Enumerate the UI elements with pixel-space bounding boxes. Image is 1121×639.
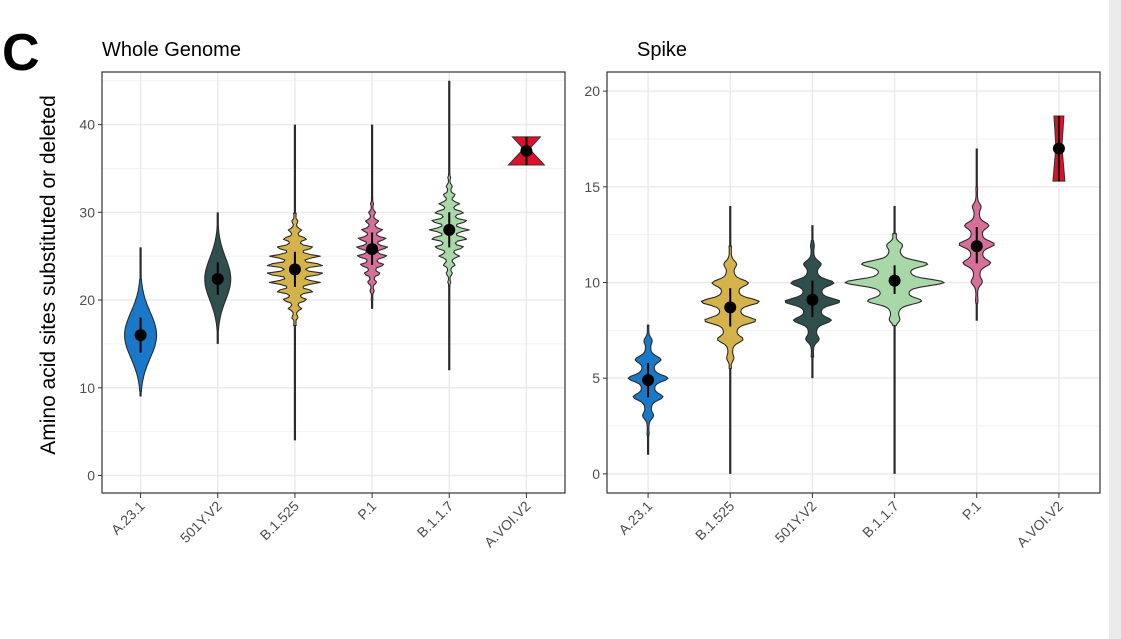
x-tick-label: A.VOI.V2 bbox=[1013, 498, 1066, 551]
violin-b-1-525 bbox=[266, 124, 324, 441]
violin-501y-v2 bbox=[784, 225, 841, 379]
x-tick-label: B.1.1.7 bbox=[414, 498, 457, 541]
mean-point bbox=[970, 240, 983, 253]
plot-border bbox=[101, 71, 566, 494]
mean-point bbox=[1052, 142, 1065, 155]
violin-b-1-1-7 bbox=[428, 80, 470, 371]
mean-point bbox=[520, 144, 533, 157]
mean-point bbox=[211, 272, 224, 285]
violin-501y-v2 bbox=[204, 212, 232, 344]
y-tick-label: 40 bbox=[79, 117, 95, 133]
y-tick-label: 10 bbox=[79, 380, 95, 396]
x-tick-label: 501Y.V2 bbox=[772, 498, 820, 546]
y-tick-label: 20 bbox=[79, 292, 95, 308]
plot-background bbox=[102, 72, 565, 493]
x-tick-label: B.1.525 bbox=[692, 498, 738, 544]
x-tick-label: P.1 bbox=[354, 498, 379, 523]
y-tick-label: 5 bbox=[592, 370, 600, 386]
violin-b-1-525 bbox=[700, 205, 760, 474]
mean-point bbox=[443, 223, 456, 236]
mean-point bbox=[366, 243, 379, 256]
mean-point bbox=[888, 274, 901, 287]
violin-a-voi-v2 bbox=[1052, 115, 1066, 182]
x-tick-label: A.23.1 bbox=[615, 498, 655, 538]
side-scroll-strip bbox=[1109, 0, 1121, 639]
violin-a-23-1 bbox=[627, 324, 669, 455]
panel-title: Whole Genome bbox=[102, 39, 241, 61]
y-tick-label: 10 bbox=[584, 275, 600, 291]
x-tick-label: A.VOI.V2 bbox=[481, 498, 534, 551]
y-tick-label: 0 bbox=[592, 466, 600, 482]
panel-title: Spike bbox=[637, 39, 687, 61]
x-tick-label: 501Y.V2 bbox=[177, 498, 225, 546]
spike-panel: Spike 0 5 10 15 20 A.23.1 B.1.525 501Y.V2 B.1.1.7… bbox=[584, 39, 1101, 551]
mean-point bbox=[642, 374, 655, 387]
y-tick-label: 20 bbox=[584, 83, 600, 99]
panel-letter: C bbox=[2, 24, 40, 82]
mean-point bbox=[806, 293, 819, 306]
x-tick-label: B.1.525 bbox=[257, 498, 303, 544]
x-tick-label: P.1 bbox=[959, 498, 984, 523]
mean-point bbox=[724, 301, 737, 314]
violin-p-1 bbox=[356, 124, 389, 309]
whole-genome-panel: Whole Genome 0 10 20 30 40 A.23.1 501Y.V2 B.1.52… bbox=[79, 39, 566, 551]
y-tick-label: 15 bbox=[584, 179, 600, 195]
x-tick-label: B.1.1.7 bbox=[859, 498, 902, 541]
mean-point bbox=[134, 329, 147, 342]
plot-border bbox=[606, 71, 1101, 494]
y-tick-label: 0 bbox=[87, 467, 95, 483]
violin-p-1 bbox=[958, 148, 995, 321]
mean-point bbox=[288, 263, 301, 276]
y-tick-label: 30 bbox=[79, 204, 95, 220]
y-axis-label: Amino acid sites substituted or deleted bbox=[37, 95, 60, 455]
violin-a-voi-v2 bbox=[507, 136, 546, 166]
x-tick-label: A.23.1 bbox=[108, 498, 148, 538]
violin-b-1-1-7 bbox=[844, 205, 945, 474]
violin-a-23-1 bbox=[124, 247, 158, 397]
